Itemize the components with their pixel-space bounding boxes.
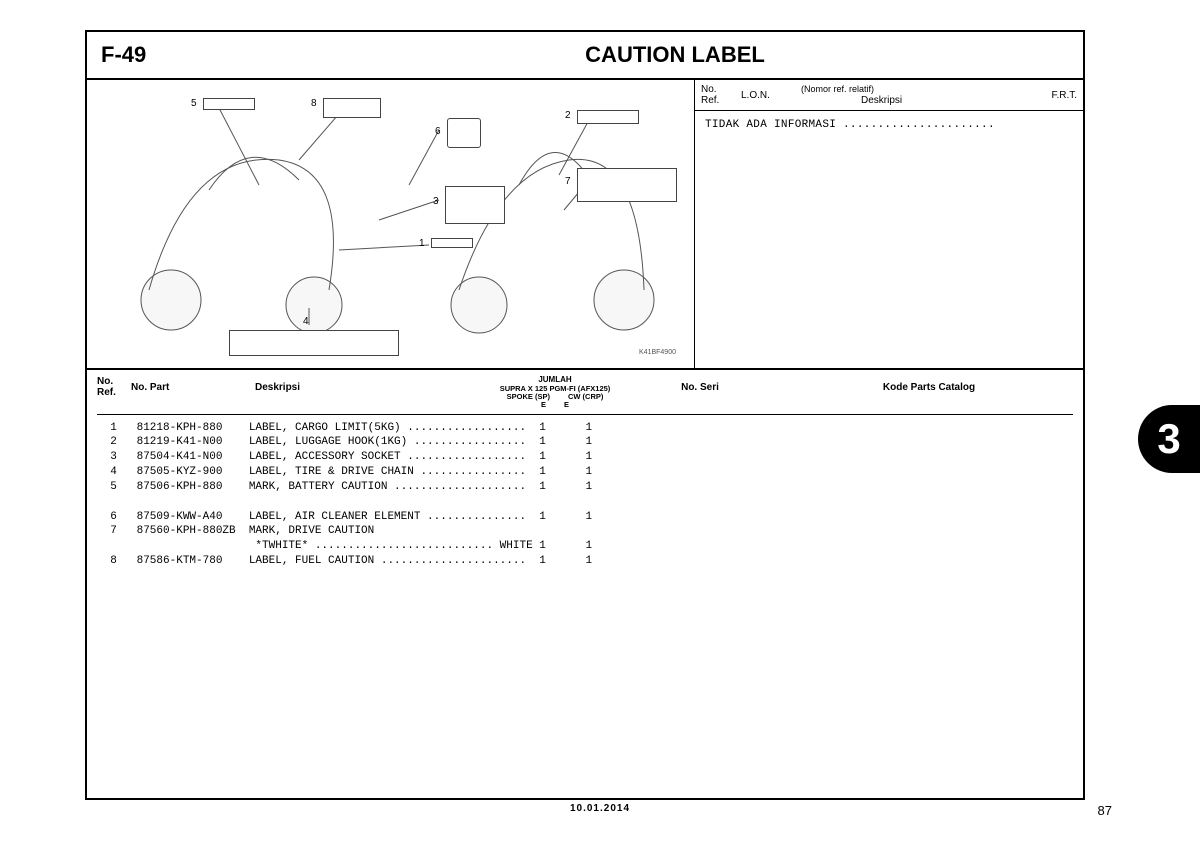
- page-frame: F-49 CAUTION LABEL: [85, 30, 1085, 800]
- callout-7: 7: [565, 176, 571, 187]
- col-seri: No. Seri: [615, 376, 785, 410]
- col-ref: No. Ref.: [97, 376, 131, 410]
- col-kode: Kode Parts Catalog: [785, 376, 1073, 410]
- section-tab: 3: [1138, 405, 1200, 473]
- qty-e1: E: [541, 401, 546, 409]
- section-title: CAUTION LABEL: [427, 42, 1083, 68]
- info-panel-header: No. Ref. L.O.N. (Nomor ref. relatif) Des…: [695, 80, 1083, 111]
- callout-3: 3: [433, 196, 439, 207]
- info-deskripsi-label: Deskripsi: [801, 95, 902, 106]
- info-body: TIDAK ADA INFORMASI ....................…: [695, 111, 1083, 139]
- diagram-area: 5 8 6 3 1 4 2 7 K41BF4900: [87, 80, 695, 368]
- parts-list-section: No. Ref. No. Part Deskripsi JUMLAH SUPRA…: [87, 370, 1083, 579]
- info-col-desc: (Nomor ref. relatif) Deskripsi: [801, 84, 1037, 106]
- footer-date: 10.01.2014: [0, 803, 1200, 814]
- qty-e2: E: [564, 401, 569, 409]
- section-code: F-49: [87, 42, 427, 68]
- col-part: No. Part: [131, 376, 255, 410]
- info-col-frt: F.R.T.: [1037, 84, 1077, 106]
- header-row: F-49 CAUTION LABEL: [87, 32, 1083, 80]
- info-panel: No. Ref. L.O.N. (Nomor ref. relatif) Des…: [695, 80, 1083, 368]
- upper-section: 5 8 6 3 1 4 2 7 K41BF4900 No. Ref. L.O.N…: [87, 80, 1083, 370]
- callout-4: 4: [303, 316, 309, 327]
- info-col-lon: L.O.N.: [741, 84, 801, 106]
- info-nomor: (Nomor ref. relatif): [801, 84, 874, 94]
- col-desc: Deskripsi: [255, 376, 495, 410]
- parts-columns-header: No. Ref. No. Part Deskripsi JUMLAH SUPRA…: [97, 376, 1073, 415]
- callout-1: 1: [419, 238, 425, 249]
- diagram-ref-code: K41BF4900: [639, 349, 676, 356]
- callout-2: 2: [565, 110, 571, 121]
- qty-cw: CW (CRP): [568, 393, 603, 401]
- parts-diagram: 5 8 6 3 1 4 2 7 K41BF4900: [99, 90, 684, 360]
- callout-5: 5: [191, 98, 197, 109]
- col-qty: JUMLAH SUPRA X 125 PGM-FI (AFX125) SPOKE…: [495, 376, 615, 410]
- callout-8: 8: [311, 98, 317, 109]
- info-col-ref: No. Ref.: [701, 84, 741, 106]
- parts-table-body: 1 81218-KPH-880 LABEL, CARGO LIMIT(5KG) …: [97, 421, 1073, 569]
- diagram-svg: [99, 90, 684, 360]
- callout-6: 6: [435, 126, 441, 137]
